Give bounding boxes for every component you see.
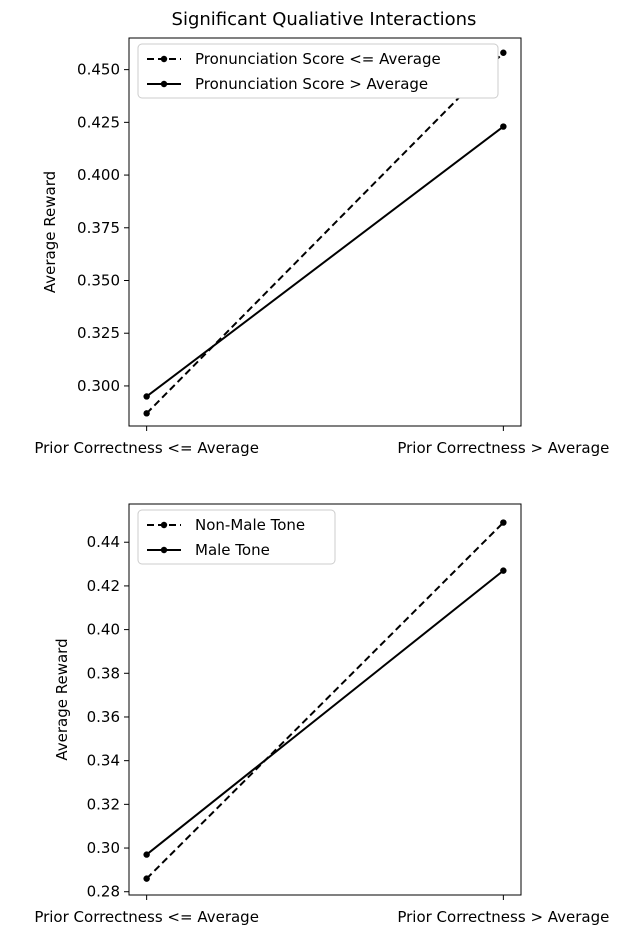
y-tick-label: 0.450	[77, 61, 120, 79]
y-tick-label: 0.44	[87, 533, 120, 551]
data-point	[500, 49, 507, 56]
legend-box	[137, 509, 336, 565]
plot-frame	[128, 37, 522, 427]
legend-label: Non-Male Tone	[195, 516, 305, 534]
legend-marker	[160, 546, 168, 554]
y-tick-label: 0.425	[77, 113, 120, 131]
y-tick-label: 0.42	[87, 577, 120, 595]
series-line	[145, 521, 505, 880]
y-tick-label: 0.40	[87, 621, 120, 639]
x-tick-label: Prior Correctness > Average	[397, 439, 609, 457]
y-tick-label: 0.36	[87, 708, 120, 726]
data-point	[143, 875, 150, 882]
y-axis-label: Average Reward	[53, 638, 71, 760]
legend-marker	[160, 521, 168, 529]
chart-top: 0.300 0.325 0.350 0.375 0.400 0.425 0.450 Prior…	[34, 37, 609, 457]
y-tick-label: 0.325	[77, 324, 120, 342]
series-line	[145, 52, 505, 415]
plot-frame	[128, 503, 522, 896]
data-point	[500, 123, 507, 130]
legend-label: Male Tone	[195, 541, 270, 559]
data-point	[500, 567, 507, 574]
y-tick-label: 0.38	[87, 664, 120, 682]
figure-title: Significant Qualiative Interactions	[172, 9, 477, 30]
chart-bottom: 0.28 0.30 0.32 0.34 0.36 0.38 0.40 0.42 0.44 Prio…	[34, 503, 609, 926]
x-tick-label: Prior Correctness <= Average	[34, 908, 259, 926]
data-point	[143, 851, 150, 858]
series-line	[146, 125, 504, 398]
data-point	[143, 393, 150, 400]
y-axis-label: Average Reward	[41, 171, 59, 293]
y-tick-label: 0.400	[77, 166, 120, 184]
y-tick-label: 0.350	[77, 272, 120, 290]
y-tick-label: 0.375	[77, 219, 120, 237]
series-line	[146, 569, 504, 856]
data-point	[143, 410, 150, 417]
y-tick-label: 0.34	[87, 752, 120, 770]
y-tick-label: 0.32	[87, 795, 120, 813]
x-tick-label: Prior Correctness > Average	[397, 908, 609, 926]
legend-box	[137, 43, 499, 99]
y-tick-label: 0.30	[87, 839, 120, 857]
y-tick-label: 0.300	[77, 377, 120, 395]
x-tick-label: Prior Correctness <= Average	[34, 439, 259, 457]
y-tick-label: 0.28	[87, 883, 120, 901]
legend-marker	[160, 55, 168, 63]
legend-label: Pronunciation Score > Average	[195, 75, 428, 93]
data-point	[500, 519, 507, 526]
legend-label: Pronunciation Score <= Average	[195, 50, 441, 68]
legend-marker	[160, 80, 168, 88]
